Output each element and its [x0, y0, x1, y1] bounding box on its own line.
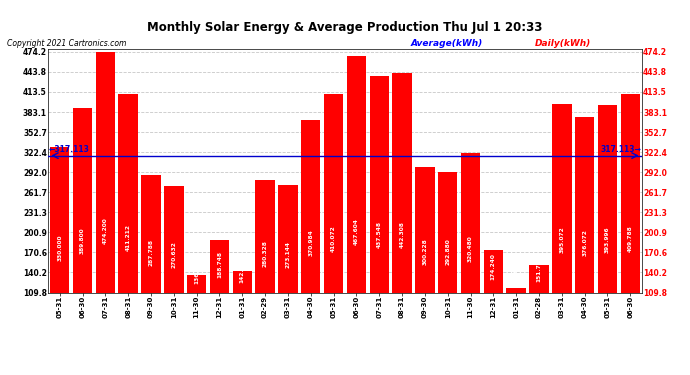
- Text: 280.328: 280.328: [263, 240, 268, 267]
- Bar: [575, 117, 594, 292]
- Text: Copyright 2021 Cartronics.com: Copyright 2021 Cartronics.com: [7, 39, 126, 48]
- Text: Daily(kWh): Daily(kWh): [535, 39, 591, 48]
- Text: 188.748: 188.748: [217, 251, 222, 278]
- Text: 409.788: 409.788: [628, 225, 633, 252]
- Text: 317.113→: 317.113→: [601, 145, 642, 154]
- Bar: [324, 94, 344, 292]
- Bar: [506, 288, 526, 292]
- Bar: [620, 94, 640, 292]
- Bar: [552, 104, 571, 292]
- Bar: [438, 172, 457, 292]
- Text: Average(kWh): Average(kWh): [411, 39, 483, 48]
- Bar: [164, 186, 184, 292]
- Bar: [73, 108, 92, 292]
- Bar: [210, 240, 229, 292]
- Text: 174.240: 174.240: [491, 253, 496, 279]
- Text: 116.984: 116.984: [513, 260, 519, 286]
- Bar: [346, 56, 366, 292]
- Text: 437.548: 437.548: [377, 221, 382, 248]
- Bar: [529, 265, 549, 292]
- Text: 136.384: 136.384: [194, 257, 199, 284]
- Text: 142.692: 142.692: [240, 256, 245, 283]
- Text: 410.072: 410.072: [331, 225, 336, 252]
- Bar: [461, 153, 480, 292]
- Bar: [233, 271, 252, 292]
- Text: 370.984: 370.984: [308, 230, 313, 256]
- Text: 300.228: 300.228: [422, 238, 427, 265]
- Text: 467.604: 467.604: [354, 218, 359, 245]
- Bar: [598, 105, 617, 292]
- Bar: [96, 52, 115, 292]
- Bar: [50, 147, 70, 292]
- Text: 292.880: 292.880: [445, 239, 450, 266]
- Text: 411.212: 411.212: [126, 224, 130, 251]
- Text: 320.480: 320.480: [468, 236, 473, 262]
- Bar: [370, 76, 389, 292]
- Text: Monthly Solar Energy & Average Production Thu Jul 1 20:33: Monthly Solar Energy & Average Productio…: [147, 21, 543, 34]
- Bar: [484, 250, 503, 292]
- Bar: [301, 120, 320, 292]
- Text: 474.200: 474.200: [103, 217, 108, 244]
- Text: 151.744: 151.744: [537, 255, 542, 282]
- Text: 273.144: 273.144: [286, 241, 290, 268]
- Text: 270.632: 270.632: [171, 241, 177, 268]
- Bar: [187, 275, 206, 292]
- Text: ←317.113: ←317.113: [48, 145, 89, 154]
- Bar: [415, 167, 435, 292]
- Text: 330.000: 330.000: [57, 234, 62, 261]
- Text: 395.072: 395.072: [560, 226, 564, 254]
- Bar: [141, 175, 161, 292]
- Bar: [393, 73, 412, 292]
- Text: 389.800: 389.800: [80, 227, 85, 254]
- Bar: [255, 180, 275, 292]
- Text: 287.788: 287.788: [148, 239, 153, 266]
- Text: 442.308: 442.308: [400, 221, 404, 248]
- Bar: [119, 93, 138, 292]
- Text: 376.072: 376.072: [582, 229, 587, 256]
- Bar: [278, 184, 297, 292]
- Text: 393.996: 393.996: [605, 227, 610, 254]
